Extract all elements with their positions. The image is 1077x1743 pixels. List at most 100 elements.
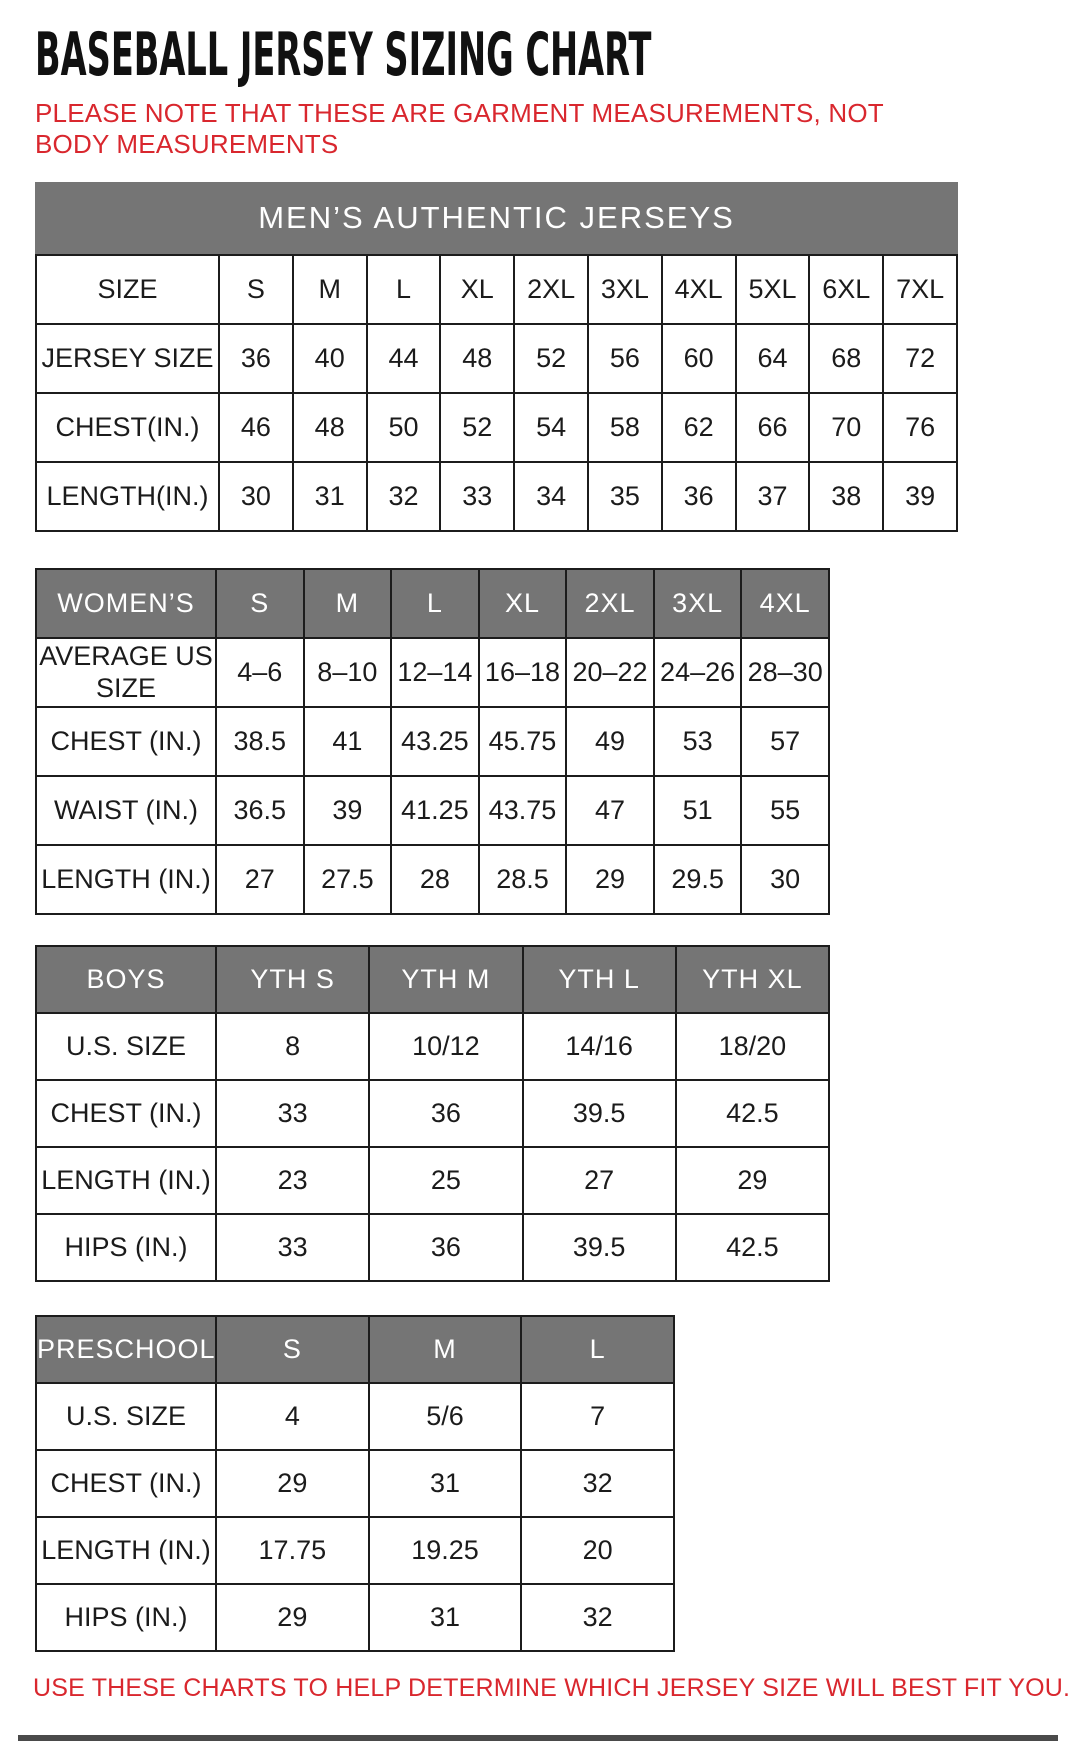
value-cell: 14/16	[521, 1012, 677, 1081]
value-cell: 28	[390, 844, 480, 915]
preschool-header-label: PRESCHOOL	[35, 1315, 217, 1384]
value-cell: 37	[734, 461, 811, 532]
table-row: HIPS (IN.) 33 36 39.5 42.5	[35, 1213, 831, 1282]
value-cell: 41	[302, 706, 393, 777]
value-cell: 18/20	[674, 1012, 831, 1081]
value-cell: 30	[740, 844, 830, 915]
value-cell: 34	[513, 461, 589, 532]
value-cell: 48	[439, 323, 516, 394]
table-row: CHEST (IN.) 38.5 41 43.25 45.75 49 53 57	[35, 706, 830, 777]
value-cell: 44	[365, 323, 442, 394]
table-row: JERSEY SIZE 36 40 44 48 52 56 60 64 68 72	[35, 323, 958, 394]
table-row: LENGTH (IN.) 23 25 27 29	[35, 1146, 831, 1215]
value-cell: 20	[520, 1516, 675, 1585]
value-cell: 27	[521, 1146, 677, 1215]
value-cell: 32	[365, 461, 442, 532]
value-cell: 29	[674, 1146, 831, 1215]
value-cell: 55	[740, 775, 830, 846]
preschool-table-section: PRESCHOOL S M L U.S. SIZE 4 5/6 7 CHEST (IN.) 29 3…	[35, 1315, 1077, 1652]
boys-header-row: BOYS YTH S YTH M YTH L YTH XL	[35, 945, 831, 1014]
row-label: CHEST (IN.)	[35, 706, 217, 777]
value-cell: 27.5	[302, 844, 393, 915]
value-cell: 4–6	[215, 637, 305, 708]
value-cell: 32	[520, 1449, 675, 1518]
column-header: YTH L	[521, 945, 677, 1014]
value-cell: M	[291, 254, 368, 325]
row-label: HIPS (IN.)	[35, 1583, 217, 1652]
value-cell: 66	[734, 392, 811, 463]
table-row: LENGTH (IN.) 17.75 19.25 20	[35, 1516, 675, 1585]
value-cell: 43.75	[477, 775, 568, 846]
value-cell: 12–14	[390, 637, 480, 708]
value-cell: 4	[215, 1382, 370, 1451]
value-cell: 47	[565, 775, 655, 846]
value-cell: 38.5	[215, 706, 305, 777]
value-cell: 39.5	[521, 1213, 677, 1282]
value-cell: 7	[520, 1382, 675, 1451]
value-cell: 60	[660, 323, 737, 394]
value-cell: 38	[808, 461, 885, 532]
value-cell: 8	[214, 1012, 371, 1081]
column-header: XL	[477, 568, 568, 639]
value-cell: 40	[291, 323, 368, 394]
garment-measurement-note: PLEASE NOTE THAT THESE ARE GARMENT MEASU…	[35, 98, 884, 159]
row-label: LENGTH (IN.)	[35, 1146, 217, 1215]
column-header: 4XL	[740, 568, 830, 639]
value-cell: 42.5	[674, 1213, 831, 1282]
value-cell: 35	[586, 461, 663, 532]
row-label: CHEST (IN.)	[35, 1449, 217, 1518]
row-label: CHEST(IN.)	[35, 392, 220, 463]
value-cell: 5/6	[367, 1382, 523, 1451]
value-cell: 36.5	[215, 775, 305, 846]
boys-header-label: BOYS	[35, 945, 217, 1014]
value-cell: 28–30	[740, 637, 830, 708]
column-header: M	[302, 568, 393, 639]
womens-header-label: WOMEN’S	[35, 568, 217, 639]
row-label: LENGTH (IN.)	[35, 844, 217, 915]
value-cell: 28.5	[477, 844, 568, 915]
value-cell: 27	[215, 844, 305, 915]
value-cell: 33	[214, 1079, 371, 1148]
column-header: 2XL	[565, 568, 655, 639]
row-label: HIPS (IN.)	[35, 1213, 217, 1282]
womens-header-row: WOMEN’S S M L XL 2XL 3XL 4XL	[35, 568, 830, 639]
value-cell: 23	[214, 1146, 371, 1215]
value-cell: 5XL	[734, 254, 811, 325]
table-row: LENGTH (IN.) 27 27.5 28 28.5 29 29.5 30	[35, 844, 830, 915]
value-cell: 70	[808, 392, 885, 463]
page-title: BASEBALL JERSEY SIZING CHART	[35, 20, 652, 90]
value-cell: 36	[368, 1079, 524, 1148]
value-cell: 17.75	[215, 1516, 370, 1585]
table-row: WAIST (IN.) 36.5 39 41.25 43.75 47 51 55	[35, 775, 830, 846]
value-cell: 19.25	[367, 1516, 523, 1585]
mens-table-section: MEN’S AUTHENTIC JERSEYS SIZE S M L XL 2XL 3XL 4X…	[35, 182, 1077, 532]
mens-table: SIZE S M L XL 2XL 3XL 4XL 5XL 6XL 7XL JERSEY SIZE 36…	[35, 254, 958, 532]
value-cell: 29.5	[652, 844, 743, 915]
value-cell: 52	[439, 392, 516, 463]
tables-container: MEN’S AUTHENTIC JERSEYS SIZE S M L XL 2XL 3XL 4X…	[0, 182, 1077, 1652]
column-header: S	[215, 568, 305, 639]
value-cell: 76	[882, 392, 958, 463]
value-cell: 49	[565, 706, 655, 777]
value-cell: 57	[740, 706, 830, 777]
table-row: CHEST(IN.) 46 48 50 52 54 58 62 66 70 76	[35, 392, 958, 463]
column-header: M	[367, 1315, 523, 1384]
value-cell: 68	[808, 323, 885, 394]
table-row: HIPS (IN.) 29 31 32	[35, 1583, 675, 1652]
column-header: YTH M	[368, 945, 524, 1014]
value-cell: 24–26	[652, 637, 743, 708]
value-cell: 54	[513, 392, 589, 463]
table-row: SIZE S M L XL 2XL 3XL 4XL 5XL 6XL 7XL	[35, 254, 958, 325]
value-cell: 39.5	[521, 1079, 677, 1148]
row-label: CHEST (IN.)	[35, 1079, 217, 1148]
value-cell: 32	[520, 1583, 675, 1652]
value-cell: S	[218, 254, 294, 325]
column-header: YTH XL	[674, 945, 831, 1014]
value-cell: XL	[439, 254, 516, 325]
value-cell: 36	[660, 461, 737, 532]
value-cell: 39	[882, 461, 958, 532]
value-cell: 56	[586, 323, 663, 394]
value-cell: 50	[365, 392, 442, 463]
value-cell: 48	[291, 392, 368, 463]
value-cell: 29	[565, 844, 655, 915]
